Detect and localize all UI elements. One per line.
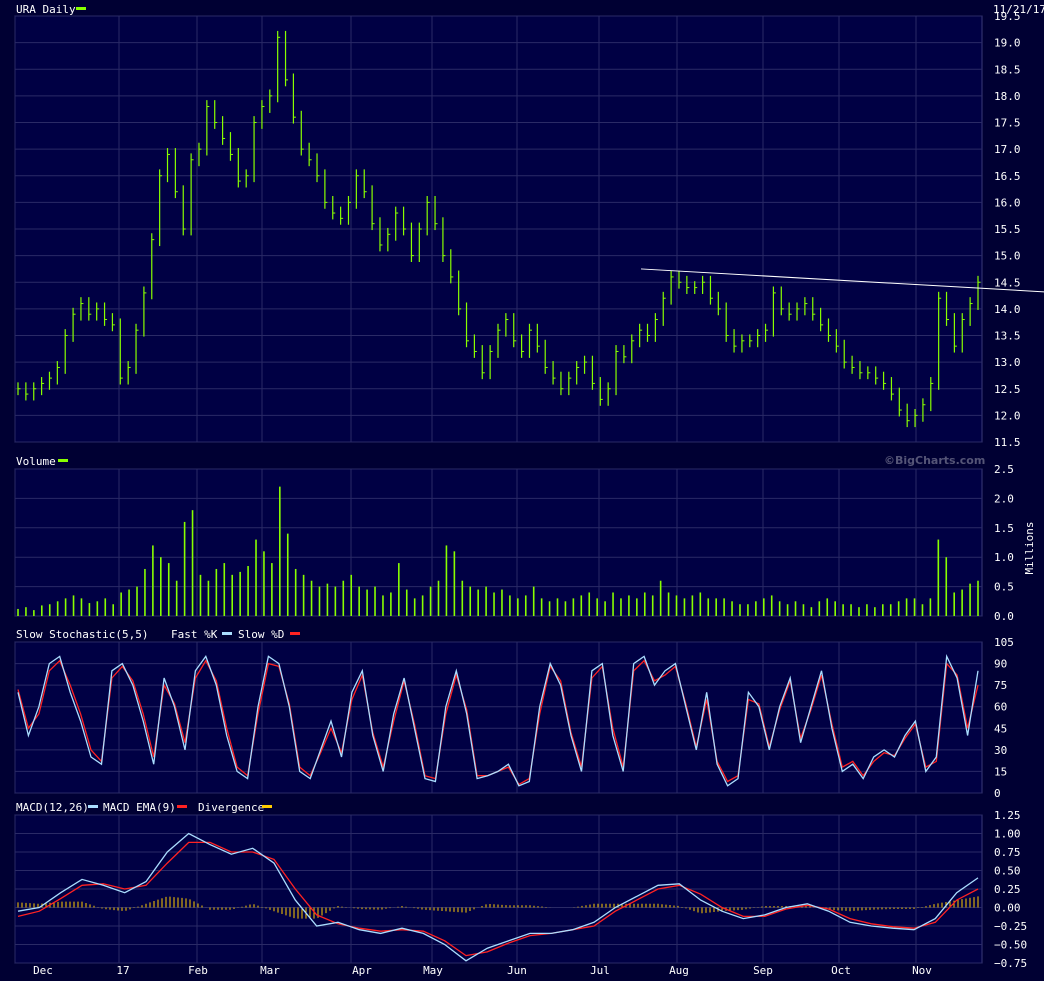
y-tick-label: 17.0	[994, 143, 1021, 156]
price-panel-title: URA Daily	[16, 3, 76, 16]
x-tick-label: Aug	[669, 964, 689, 977]
y-tick-label: 75	[994, 679, 1007, 692]
y-tick-label: 18.0	[994, 90, 1021, 103]
x-tick-label: Sep	[753, 964, 773, 977]
y-tick-label: 16.5	[994, 170, 1021, 183]
y-tick-label: 12.0	[994, 409, 1021, 422]
macd-ema-label: MACD EMA(9)	[103, 801, 176, 814]
macd-line	[17, 832, 979, 962]
y-tick-label: 0.25	[994, 883, 1021, 896]
y-tick-label: 90	[994, 658, 1007, 671]
y-tick-label: 1.0	[994, 551, 1014, 564]
watermark: ©BigCharts.com	[884, 454, 985, 467]
y-tick-label: 16.0	[994, 196, 1021, 209]
x-tick-label: Jul	[590, 964, 610, 977]
y-tick-label: 1.25	[994, 809, 1021, 822]
divergence-legend-swatch	[262, 805, 272, 808]
y-tick-label: 14.5	[994, 276, 1021, 289]
resistance-trendline	[640, 268, 1044, 293]
x-tick-label: Mar	[260, 964, 280, 977]
fastk-legend-swatch	[222, 632, 232, 635]
y-tick-label: 2.5	[994, 463, 1014, 476]
y-tick-label: 0.50	[994, 865, 1021, 878]
y-tick-label: 45	[994, 722, 1007, 735]
y-tick-label: 13.0	[994, 356, 1021, 369]
y-tick-label: 0.00	[994, 902, 1021, 915]
x-tick-label: Dec	[33, 964, 53, 977]
volume-panel-title: Volume	[16, 455, 56, 468]
y-tick-label: 11.5	[994, 436, 1021, 449]
y-tick-label: 60	[994, 701, 1007, 714]
y-tick-label: 0.0	[994, 610, 1014, 623]
y-tick-label: 1.5	[994, 522, 1014, 535]
stoch-panel-title: Slow Stochastic(5,5)	[16, 628, 148, 641]
chart-date: 11/21/17	[993, 3, 1044, 16]
y-tick-label: 0.5	[994, 581, 1014, 594]
y-tick-label: 30	[994, 744, 1007, 757]
y-tick-label: 13.5	[994, 330, 1021, 343]
y-tick-label: 0.75	[994, 846, 1021, 859]
y-tick-label: 19.0	[994, 37, 1021, 50]
y-tick-label: 2.0	[994, 492, 1014, 505]
volume-unit-label: Millions	[1023, 522, 1036, 575]
y-tick-label: 14.0	[994, 303, 1021, 316]
stoch-slowd-label: Slow %D	[238, 628, 284, 641]
y-tick-label: 1.00	[994, 828, 1021, 841]
price-legend-swatch	[76, 7, 86, 10]
stoch-fastk-label: Fast %K	[171, 628, 218, 641]
x-tick-label: Oct	[831, 964, 851, 977]
y-tick-label: −0.75	[994, 957, 1027, 970]
macd-div-label: Divergence	[198, 801, 264, 814]
x-tick-label: 17	[116, 964, 129, 977]
macd-panel-title: MACD(12,26)	[16, 801, 89, 814]
y-tick-label: 15.0	[994, 250, 1021, 263]
stoch-panel	[14, 641, 983, 794]
y-tick-label: 19.5	[994, 10, 1021, 23]
y-tick-label: 105	[994, 636, 1014, 649]
macd-legend-swatch	[88, 805, 98, 808]
slowd-legend-swatch	[290, 632, 300, 635]
y-tick-label: 17.5	[994, 117, 1021, 130]
x-tick-label: Nov	[912, 964, 932, 977]
y-tick-label: −0.50	[994, 939, 1027, 952]
x-tick-label: Jun	[507, 964, 527, 977]
fast-k-line	[17, 654, 979, 787]
macd-ema-legend-swatch	[177, 805, 187, 808]
y-tick-label: 18.5	[994, 63, 1021, 76]
y-tick-label: 15.5	[994, 223, 1021, 236]
x-tick-label: May	[423, 964, 443, 977]
x-tick-label: Apr	[352, 964, 372, 977]
y-tick-label: 12.5	[994, 383, 1021, 396]
y-tick-label: 0	[994, 787, 1001, 800]
y-tick-label: 15	[994, 765, 1007, 778]
volume-legend-swatch	[58, 459, 68, 462]
y-tick-label: −0.25	[994, 920, 1027, 933]
x-tick-label: Feb	[188, 964, 208, 977]
